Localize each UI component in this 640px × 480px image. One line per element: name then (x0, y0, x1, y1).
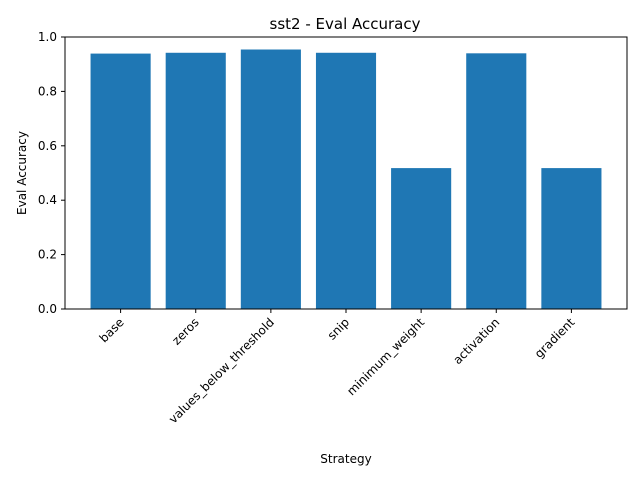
y-axis: 0.0 0.2 0.4 0.6 0.8 1.0 (38, 30, 65, 316)
chart-title: sst2 - Eval Accuracy (270, 15, 421, 33)
bar-snip (315, 52, 377, 309)
y-tick-label: 0.4 (38, 193, 57, 207)
bar-zeros (165, 52, 226, 309)
y-tick-label: 0.6 (38, 139, 57, 153)
bar-values_below_threshold (240, 49, 301, 309)
x-tick-label: minimum_weight (344, 315, 427, 398)
bar-activation (466, 53, 527, 309)
y-tick-label: 0.0 (38, 302, 57, 316)
y-axis-label: Eval Accuracy (15, 131, 29, 215)
bars-group (90, 49, 602, 310)
y-tick-label: 0.8 (38, 84, 57, 98)
x-tick-label: snip (325, 315, 352, 342)
x-tick-label: zeros (169, 315, 201, 347)
y-tick-label: 1.0 (38, 30, 57, 44)
bar-minimum_weight (391, 168, 452, 309)
x-axis-label: Strategy (320, 452, 371, 466)
x-tick-label: activation (450, 315, 502, 367)
bar-base (90, 53, 151, 310)
bar-gradient (541, 168, 602, 309)
x-tick-label: gradient (532, 315, 578, 361)
plot-frame (64, 36, 628, 310)
y-tick-label: 0.2 (38, 248, 57, 262)
x-tick-label: base (97, 315, 127, 345)
